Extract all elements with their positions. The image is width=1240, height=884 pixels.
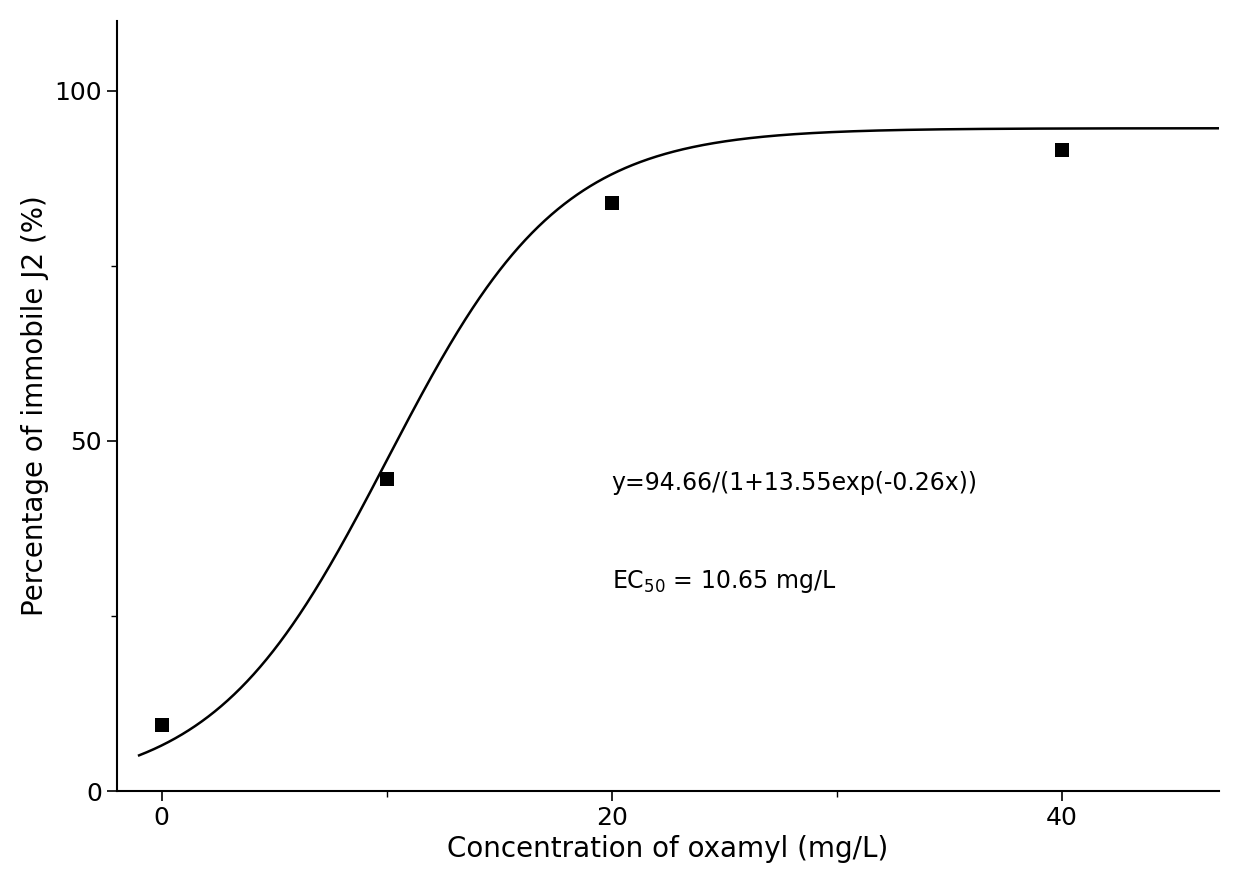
Text: EC$_{50}$ = 10.65 mg/L: EC$_{50}$ = 10.65 mg/L xyxy=(611,568,836,595)
Point xyxy=(1052,143,1071,157)
Point xyxy=(151,718,171,732)
X-axis label: Concentration of oxamyl (mg/L): Concentration of oxamyl (mg/L) xyxy=(448,835,889,863)
Point xyxy=(601,196,621,210)
Point xyxy=(377,472,397,486)
Y-axis label: Percentage of immobile J2 (%): Percentage of immobile J2 (%) xyxy=(21,195,48,616)
Text: y=94.66/(1+13.55exp(-0.26x)): y=94.66/(1+13.55exp(-0.26x)) xyxy=(611,471,977,495)
